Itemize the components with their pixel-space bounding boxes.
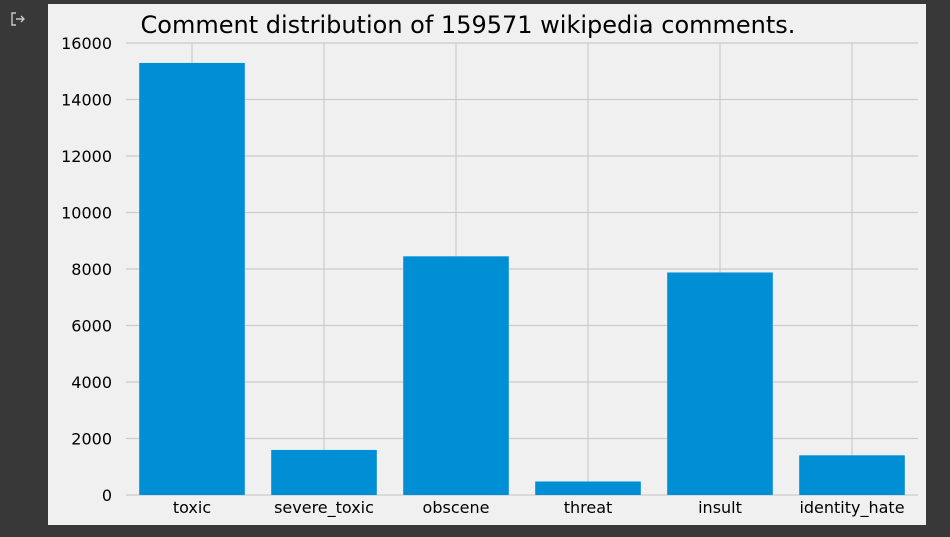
bar-severe-toxic xyxy=(271,449,377,495)
chart-title: Comment distribution of 159571 wikipedia… xyxy=(141,11,796,39)
output-redirect-icon xyxy=(9,10,27,28)
y-tick-label: 6000 xyxy=(71,317,112,336)
x-tick-label: obscene xyxy=(423,498,490,517)
y-tick-label: 2000 xyxy=(71,430,112,449)
y-tick-label: 16000 xyxy=(61,34,112,53)
bar-chart: Comment distribution of 159571 wikipedia… xyxy=(61,11,918,518)
x-tick-label: identity_hate xyxy=(799,498,904,518)
y-tick-label: 14000 xyxy=(61,91,112,110)
y-tick-label: 0 xyxy=(102,486,112,505)
x-tick-label: toxic xyxy=(173,498,211,517)
bar-threat xyxy=(535,481,641,495)
x-tick-label: severe_toxic xyxy=(274,498,374,518)
y-tick-label: 10000 xyxy=(61,204,112,223)
bar-identity-hate xyxy=(799,455,905,495)
x-tick-label: insult xyxy=(698,498,742,517)
chart-figure: Comment distribution of 159571 wikipedia… xyxy=(48,4,926,525)
y-tick-label: 4000 xyxy=(71,373,112,392)
x-tick-label: threat xyxy=(564,498,613,517)
y-tick-label: 12000 xyxy=(61,147,112,166)
bar-obscene xyxy=(403,256,509,495)
bar-toxic xyxy=(139,62,245,496)
y-tick-label: 8000 xyxy=(71,260,112,279)
bar-insult xyxy=(667,272,773,495)
